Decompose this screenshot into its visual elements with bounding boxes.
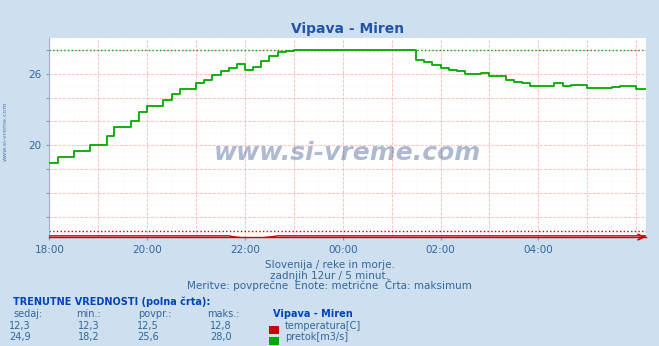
Text: 12,3: 12,3 [78,321,100,331]
Text: 12,5: 12,5 [137,321,159,331]
Text: zadnjih 12ur / 5 minut.: zadnjih 12ur / 5 minut. [270,271,389,281]
Text: Meritve: povprečne  Enote: metrične  Črta: maksimum: Meritve: povprečne Enote: metrične Črta:… [187,279,472,291]
Text: sedaj:: sedaj: [13,309,42,319]
Text: www.si-vreme.com: www.si-vreme.com [214,142,481,165]
Text: Vipava - Miren: Vipava - Miren [273,309,353,319]
Text: 12,8: 12,8 [210,321,231,331]
Text: 25,6: 25,6 [137,332,159,342]
Text: pretok[m3/s]: pretok[m3/s] [285,332,348,342]
Text: www.si-vreme.com: www.si-vreme.com [3,102,8,161]
Text: 18,2: 18,2 [78,332,100,342]
Text: min.:: min.: [76,309,101,319]
Text: maks.:: maks.: [208,309,240,319]
Text: 28,0: 28,0 [210,332,231,342]
Text: temperatura[C]: temperatura[C] [285,321,361,331]
Title: Vipava - Miren: Vipava - Miren [291,21,404,36]
Text: 12,3: 12,3 [9,321,30,331]
Text: povpr.:: povpr.: [138,309,172,319]
Text: 24,9: 24,9 [9,332,30,342]
Text: TRENUTNE VREDNOSTI (polna črta):: TRENUTNE VREDNOSTI (polna črta): [13,297,211,307]
Text: Slovenija / reke in morje.: Slovenija / reke in morje. [264,260,395,270]
